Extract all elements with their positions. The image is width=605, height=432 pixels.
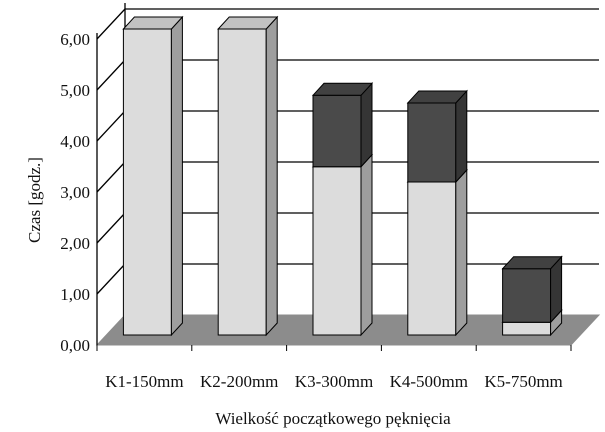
x-category-label: K5-750mm bbox=[484, 372, 562, 391]
bar-top bbox=[217, 16, 279, 30]
gridline-side bbox=[96, 212, 126, 244]
bar-segment bbox=[407, 102, 457, 183]
bar-side bbox=[455, 168, 468, 337]
x-axis-title: Wielkość początkowego pęknięcia bbox=[215, 409, 451, 428]
y-tick-label: 3,00 bbox=[60, 183, 90, 202]
gridline-side bbox=[96, 263, 126, 295]
bar-side bbox=[265, 15, 278, 337]
y-tick-label: 1,00 bbox=[60, 285, 90, 304]
y-tick-label: 2,00 bbox=[60, 234, 90, 253]
bar-segment bbox=[122, 28, 172, 336]
gridline-side bbox=[96, 8, 126, 40]
bar-top bbox=[311, 82, 374, 96]
bar-segment bbox=[502, 268, 552, 323]
gridline-side bbox=[96, 161, 126, 193]
y-axis-title: Czas [godz.] bbox=[25, 157, 44, 243]
x-category-label: K2-200mm bbox=[200, 372, 278, 391]
bar-side bbox=[360, 153, 373, 337]
bar-segment bbox=[502, 321, 552, 336]
x-category-label: K1-150mm bbox=[105, 372, 183, 391]
x-category-label: K3-300mm bbox=[295, 372, 373, 391]
bar-top bbox=[501, 256, 563, 270]
y-tick-label: 4,00 bbox=[60, 132, 90, 151]
bar-segment bbox=[312, 94, 362, 168]
y-tick-label: 0,00 bbox=[60, 336, 90, 355]
bar-segment bbox=[407, 181, 457, 336]
y-tick-label: 5,00 bbox=[60, 81, 90, 100]
x-category-label: K4-500mm bbox=[390, 372, 468, 391]
gridline-side bbox=[96, 110, 126, 142]
bar-side bbox=[360, 82, 373, 168]
bar-segment bbox=[312, 166, 362, 336]
y-tick-label: 6,00 bbox=[60, 30, 90, 49]
bar-segment bbox=[217, 28, 267, 336]
bar-top bbox=[406, 90, 468, 104]
bar-top bbox=[122, 16, 184, 30]
bar-side bbox=[455, 89, 468, 184]
bar-side bbox=[170, 15, 183, 337]
gridline-side bbox=[96, 59, 126, 91]
